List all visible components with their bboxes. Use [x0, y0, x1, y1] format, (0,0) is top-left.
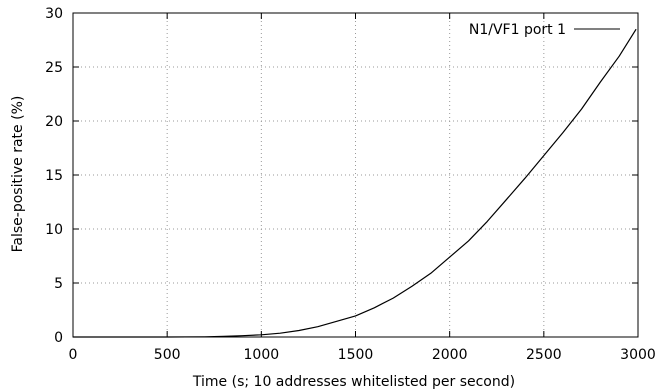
x-tick-label: 1000 — [244, 347, 280, 363]
plot-frame — [72, 12, 639, 338]
legend: N1/VF1 port 1 — [469, 22, 620, 38]
y-tick-label: 30 — [45, 6, 63, 22]
y-tick-label: 5 — [54, 276, 63, 292]
legend-label-n1-vf1-port-1: N1/VF1 port 1 — [469, 22, 566, 38]
x-tick-label: 1500 — [338, 347, 374, 363]
x-tick-label: 0 — [69, 347, 78, 363]
x-tick-label: 500 — [154, 347, 181, 363]
x-tick-label: 2500 — [526, 347, 562, 363]
y-tick-label: 25 — [45, 60, 63, 76]
y-axis-label: False-positive rate (%) — [10, 96, 26, 253]
x-axis-label: Time (s; 10 addresses whitelisted per se… — [192, 374, 515, 390]
y-tick-label: 15 — [45, 168, 63, 184]
x-tick-label: 2000 — [432, 347, 468, 363]
x-tick-label: 3000 — [620, 347, 656, 363]
series-layer — [73, 28, 637, 338]
y-tick-label: 10 — [45, 222, 63, 238]
series-line-n1-vf1-port-1 — [73, 28, 637, 338]
grid-lines — [73, 13, 638, 337]
y-tick-label: 20 — [45, 114, 63, 130]
tick-labels: 0 500 1000 1500 2000 2500 3000 0 5 10 15 20 25 30 — [45, 6, 656, 363]
y-tick-label: 0 — [54, 330, 63, 346]
